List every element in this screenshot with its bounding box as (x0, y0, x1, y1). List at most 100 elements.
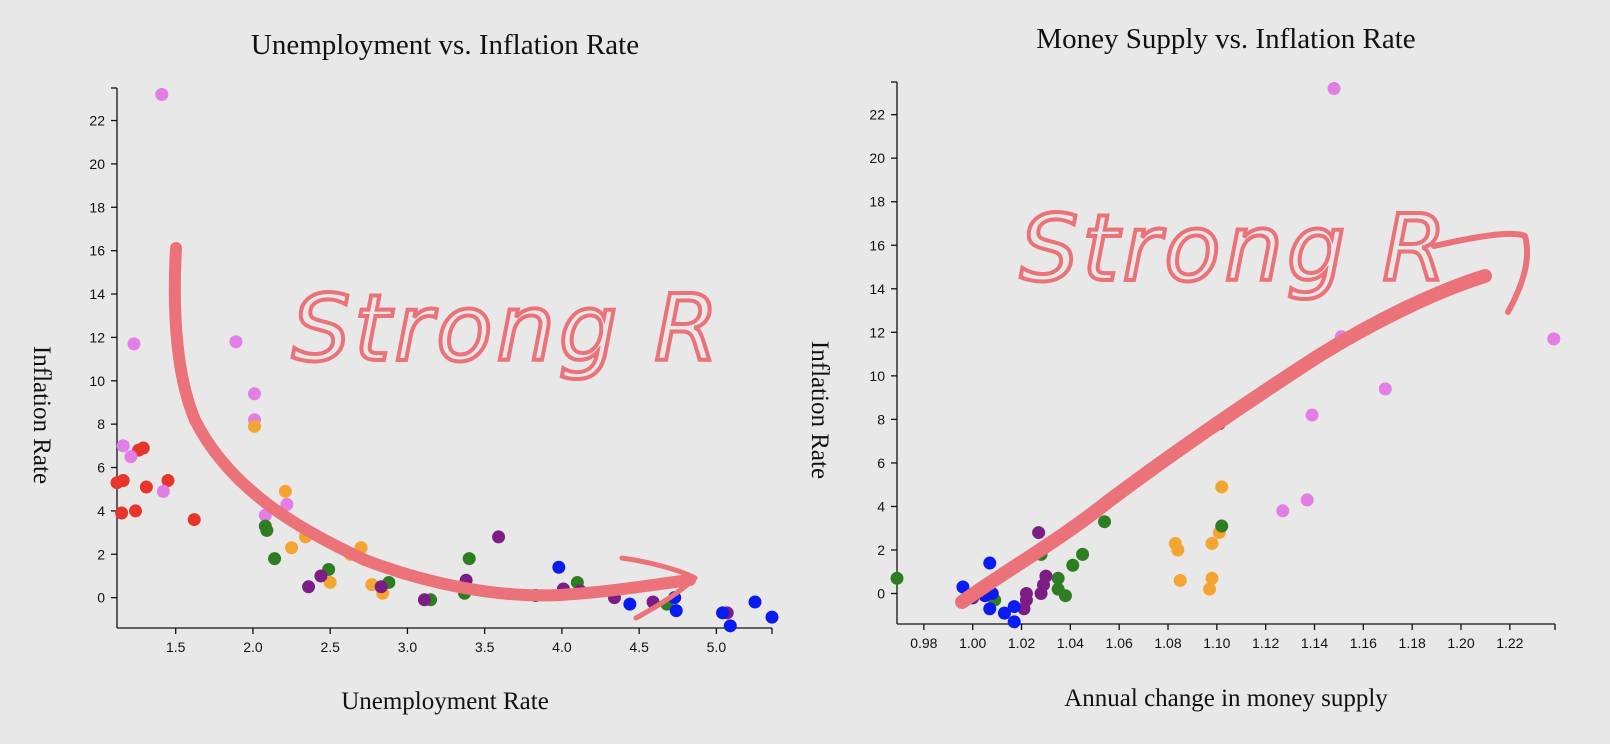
data-point-orange (1203, 582, 1217, 596)
y-tick-label: 16 (89, 243, 105, 259)
annotation-text: Strong R (1020, 195, 1450, 302)
x-tick-label: 1.00 (959, 635, 986, 651)
x-tick-label: 3.0 (398, 639, 418, 655)
x-tick-label: 1.08 (1154, 635, 1181, 651)
data-point-violet (124, 450, 138, 464)
data-point-violet (1378, 382, 1392, 396)
y-tick-label: 14 (869, 281, 885, 297)
data-point-blue (552, 560, 566, 574)
chart-title: Money Supply vs. Inflation Rate (1036, 23, 1415, 55)
data-point-orange (278, 484, 292, 498)
trend-arrow-head (619, 555, 698, 621)
x-tick-label: 0.98 (910, 635, 937, 651)
data-point-violet (247, 387, 261, 401)
data-point-violet (1276, 504, 1290, 518)
data-points (890, 82, 1561, 629)
trend-arrow-stroke (168, 242, 696, 602)
y-tick-label: 0 (877, 586, 885, 602)
x-tick-label: 4.0 (552, 639, 572, 655)
data-point-blue (765, 610, 779, 624)
data-point-blue (983, 602, 997, 616)
x-axis-title: Annual change in money supply (1064, 685, 1388, 712)
data-point-green (1051, 571, 1065, 585)
axes: 1.5 2.0 2.5 3.0 3.5 4.0 4.5 5.0 0 2 4 6 8 10 12 14 16 18 2… (89, 87, 773, 655)
data-point-orange (1205, 536, 1219, 550)
data-point-red (187, 513, 201, 527)
data-point-red (116, 474, 130, 488)
y-tick-label: 6 (877, 455, 885, 471)
data-point-red (139, 480, 153, 494)
y-tick-label: 4 (877, 498, 885, 514)
x-tick-label: 1.10 (1203, 635, 1230, 651)
x-tick-label: 2.5 (320, 639, 340, 655)
data-point-violet (229, 335, 243, 349)
data-point-orange (285, 541, 299, 555)
y-tick-label: 12 (89, 329, 105, 345)
chart-money-supply-vs-inflation: Money Supply vs. Inflation Rate Annual c… (806, 23, 1561, 712)
data-point-violet (1547, 332, 1561, 346)
y-tick-label: 22 (89, 113, 105, 129)
data-point-blue (716, 606, 730, 620)
data-point-green (268, 552, 282, 566)
data-point-blue (748, 595, 762, 609)
x-tick-label: 5.0 (707, 639, 727, 655)
data-point-blue (669, 604, 683, 618)
data-point-violet (116, 439, 130, 453)
y-tick-label: 6 (97, 460, 105, 476)
data-point-violet (127, 337, 141, 351)
handwritten-annotation: Strong R (955, 193, 1531, 609)
data-point-blue (723, 619, 737, 633)
y-tick-label: 18 (869, 194, 885, 210)
data-point-blue (1007, 615, 1021, 629)
x-tick-label: 1.04 (1057, 635, 1084, 651)
x-tick-label: 3.5 (475, 639, 495, 655)
data-point-blue (983, 556, 997, 570)
y-tick-label: 4 (97, 503, 105, 519)
data-point-purple (374, 580, 388, 594)
data-point-orange (1215, 480, 1229, 494)
chart-unemployment-vs-inflation: Unemployment vs. Inflation Rate Unemploy… (28, 29, 779, 715)
data-point-blue (623, 597, 637, 611)
data-point-blue (997, 606, 1011, 620)
axes: 0.98 1.00 1.02 1.04 1.06 1.08 1.10 1.12 1.14 1.16… (869, 81, 1556, 651)
y-tick-label: 10 (869, 368, 885, 384)
x-tick-label: 1.06 (1106, 635, 1133, 651)
data-point-blue (1007, 600, 1021, 614)
data-point-violet (1300, 493, 1314, 507)
data-point-red (136, 441, 150, 455)
x-tick-label: 2.0 (243, 639, 263, 655)
data-point-green (1076, 547, 1090, 561)
data-point-purple (1017, 602, 1031, 616)
data-point-purple (302, 580, 316, 594)
data-point-green (1215, 519, 1229, 533)
data-point-green (890, 571, 904, 585)
y-tick-label: 0 (97, 590, 105, 606)
data-point-violet (156, 484, 170, 498)
data-point-purple (1032, 526, 1046, 540)
data-point-orange (323, 575, 337, 589)
x-tick-label: 1.18 (1399, 635, 1426, 651)
data-point-purple (1034, 587, 1048, 601)
chart-title: Unemployment vs. Inflation Rate (251, 29, 639, 61)
data-point-green (1058, 589, 1072, 603)
data-point-green (1066, 558, 1080, 572)
data-point-blue (956, 580, 970, 594)
data-point-red (129, 504, 143, 518)
data-point-orange (1173, 573, 1187, 587)
y-tick-label: 12 (869, 324, 885, 340)
y-tick-label: 18 (89, 199, 105, 215)
handwritten-annotation: Strong R (168, 242, 722, 621)
data-point-green (1098, 515, 1112, 529)
trend-arrow-stroke (955, 269, 1492, 609)
y-tick-label: 2 (97, 546, 105, 562)
y-tick-label: 8 (97, 416, 105, 432)
annotation-text: Strong R (292, 275, 722, 382)
x-tick-label: 1.02 (1008, 635, 1035, 651)
x-tick-label: 1.5 (166, 639, 186, 655)
x-tick-label: 1.14 (1301, 635, 1328, 651)
data-point-violet (1305, 408, 1319, 422)
x-tick-label: 1.22 (1496, 635, 1523, 651)
y-axis-title: Inflation Rate (806, 341, 833, 479)
